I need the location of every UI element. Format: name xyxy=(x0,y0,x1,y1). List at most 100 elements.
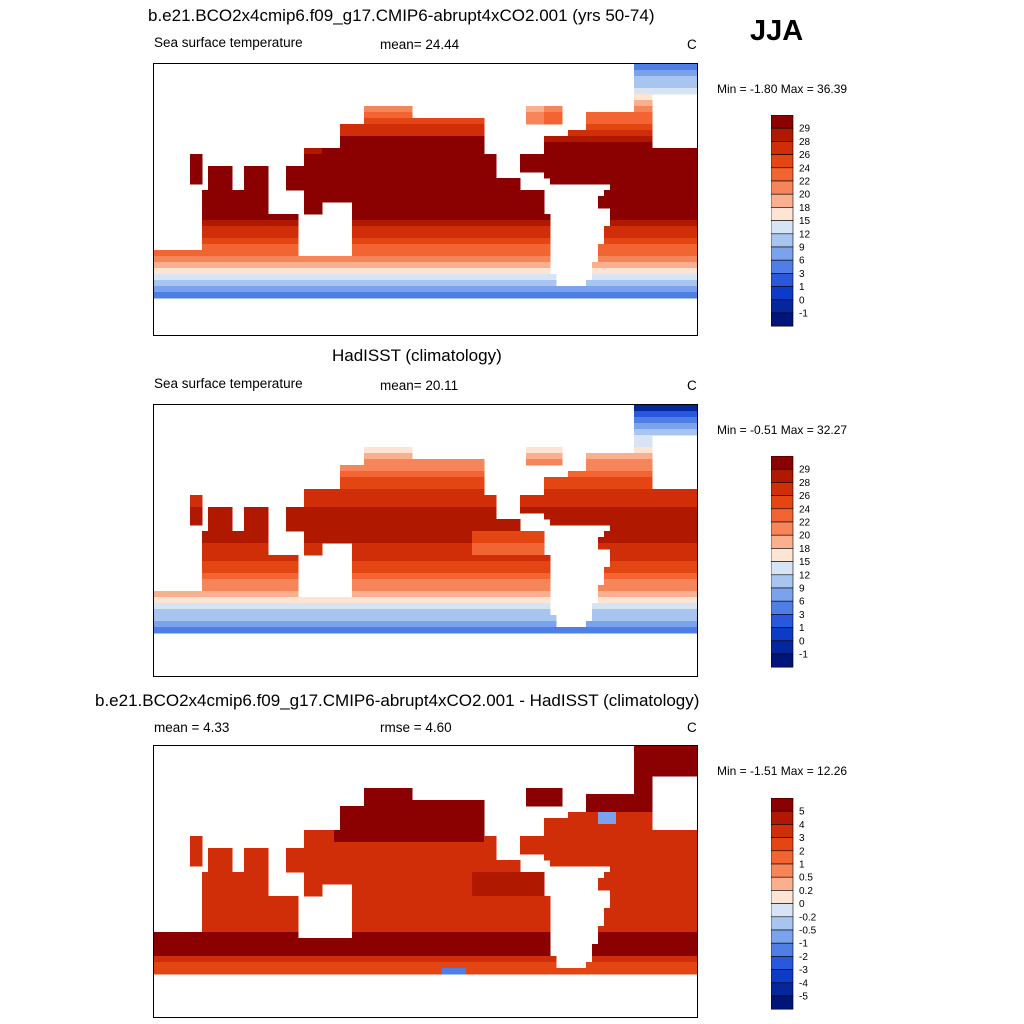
sst-cell xyxy=(208,591,215,598)
sst-cell xyxy=(424,507,431,514)
sst-cell xyxy=(286,178,293,185)
sst-cell xyxy=(394,292,401,299)
sst-cell xyxy=(364,585,371,592)
sst-cell xyxy=(454,477,461,484)
sst-cell xyxy=(346,256,353,263)
sst-cell xyxy=(508,537,515,544)
sst-cell xyxy=(292,166,299,173)
colorbar-swatch xyxy=(770,127,794,142)
sst-cell xyxy=(406,112,413,119)
sst-cell xyxy=(364,136,371,143)
sst-cell xyxy=(676,519,683,526)
sst-cell xyxy=(634,746,641,753)
sst-cell xyxy=(352,214,359,221)
sst-cell xyxy=(190,256,197,263)
sst-cell xyxy=(232,256,239,263)
sst-cell xyxy=(202,286,209,293)
sst-cell xyxy=(556,513,563,520)
sst-cell xyxy=(496,256,503,263)
sst-cell xyxy=(478,208,485,215)
sst-cell xyxy=(478,603,485,610)
sst-cell xyxy=(466,872,473,879)
sst-cell xyxy=(610,800,617,807)
sst-cell xyxy=(412,124,419,131)
sst-cell xyxy=(208,549,215,556)
sst-cell xyxy=(520,292,527,299)
sst-cell xyxy=(394,244,401,251)
sst-cell xyxy=(400,842,407,849)
sst-cell xyxy=(652,172,659,179)
sst-cell xyxy=(436,154,443,161)
sst-cell xyxy=(166,591,173,598)
sst-cell xyxy=(622,184,629,191)
sst-cell xyxy=(406,184,413,191)
sst-cell xyxy=(382,280,389,287)
sst-cell xyxy=(574,489,581,496)
sst-cell xyxy=(394,447,401,454)
sst-cell xyxy=(562,292,569,299)
sst-cell xyxy=(658,567,665,574)
sst-cell xyxy=(658,866,665,873)
sst-cell xyxy=(358,621,365,628)
sst-cell xyxy=(388,549,395,556)
sst-cell xyxy=(688,405,695,412)
sst-cell xyxy=(640,615,647,622)
sst-cell xyxy=(460,274,467,281)
sst-cell xyxy=(610,136,617,143)
sst-cell xyxy=(430,872,437,879)
sst-cell xyxy=(388,543,395,550)
sst-cell xyxy=(322,872,329,879)
sst-cell xyxy=(658,770,665,777)
sst-cell xyxy=(604,489,611,496)
sst-cell xyxy=(418,465,425,472)
sst-cell xyxy=(256,609,263,616)
sst-cell xyxy=(646,860,653,867)
sst-cell xyxy=(442,573,449,580)
sst-cell xyxy=(364,609,371,616)
sst-cell xyxy=(526,579,533,586)
sst-cell xyxy=(436,190,443,197)
sst-cell xyxy=(382,525,389,532)
sst-cell xyxy=(352,860,359,867)
sst-cell xyxy=(448,603,455,610)
sst-cell xyxy=(694,274,697,281)
sst-cell xyxy=(436,483,443,490)
sst-cell xyxy=(664,585,671,592)
sst-cell xyxy=(382,220,389,227)
sst-cell xyxy=(340,830,347,837)
sst-cell xyxy=(244,567,251,574)
sst-cell xyxy=(442,286,449,293)
sst-cell xyxy=(220,232,227,239)
sst-cell xyxy=(454,154,461,161)
sst-cell xyxy=(454,459,461,466)
sst-cell xyxy=(514,196,521,203)
sst-cell xyxy=(358,250,365,257)
sst-cell xyxy=(598,178,605,185)
sst-cell xyxy=(640,770,647,777)
sst-cell xyxy=(652,214,659,221)
sst-cell xyxy=(166,603,173,610)
sst-cell xyxy=(364,513,371,520)
sst-cell xyxy=(556,112,563,119)
sst-cell xyxy=(448,866,455,873)
sst-cell xyxy=(262,519,269,526)
sst-cell xyxy=(256,292,263,299)
sst-cell xyxy=(172,262,179,269)
sst-cell xyxy=(418,190,425,197)
sst-cell xyxy=(406,573,413,580)
sst-cell xyxy=(382,531,389,538)
sst-cell xyxy=(616,465,623,472)
sst-cell xyxy=(598,495,605,502)
sst-cell xyxy=(448,232,455,239)
sst-cell xyxy=(610,794,617,801)
sst-cell xyxy=(616,555,623,562)
sst-cell xyxy=(214,567,221,574)
sst-cell xyxy=(466,256,473,263)
sst-cell xyxy=(364,172,371,179)
sst-cell xyxy=(646,537,653,544)
sst-cell xyxy=(640,256,647,263)
sst-cell xyxy=(394,621,401,628)
sst-cell xyxy=(250,513,257,520)
sst-cell xyxy=(652,531,659,538)
sst-cell xyxy=(340,854,347,861)
